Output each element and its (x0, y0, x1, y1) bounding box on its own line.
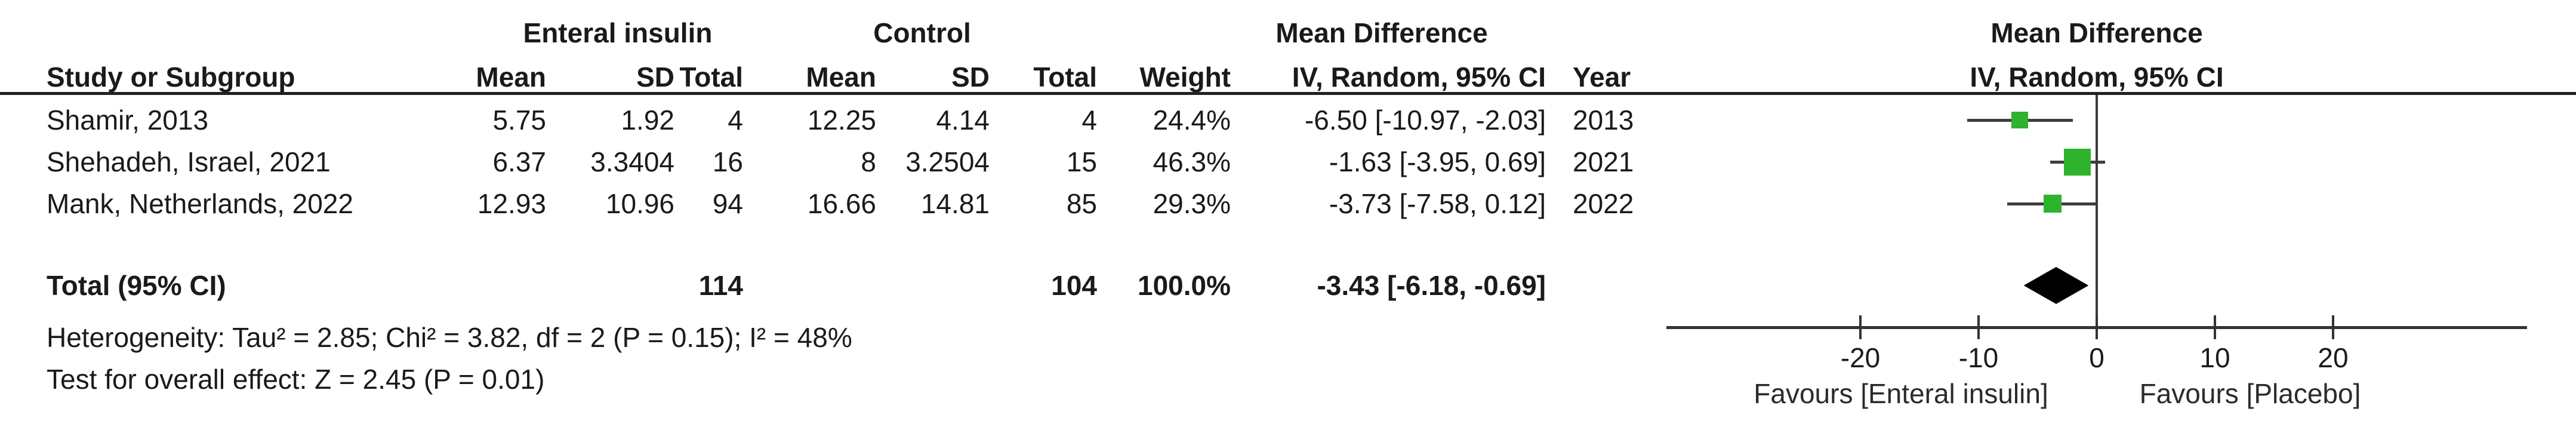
md-ci-value: -6.50 [-10.97, -2.03] (1304, 105, 1546, 136)
axis-tick (2096, 315, 2098, 339)
md-column-header: Mean Difference (1275, 17, 1488, 48)
total-n-treatment: 114 (698, 270, 743, 301)
total-n-control: 104 (1051, 270, 1097, 301)
study-name: Mank, Netherlands, 2022 (47, 188, 353, 219)
plot-header: Mean Difference (1990, 17, 2203, 48)
total-value: 4 (1081, 105, 1097, 136)
sd-value: 3.2504 (905, 146, 990, 177)
year-value: 2013 (1573, 105, 1634, 136)
axis-tick-label: 20 (2318, 342, 2349, 373)
mean-value: 12.93 (477, 188, 546, 219)
total-value: 16 (712, 146, 743, 177)
zero-reference-line (2096, 95, 2098, 326)
study-name: Shamir, 2013 (47, 105, 209, 136)
total-value: 15 (1066, 146, 1097, 177)
axis-tick (1977, 315, 1980, 339)
mean-value: 16.66 (807, 188, 876, 219)
favours-right-label: Favours [Placebo] (2139, 378, 2361, 409)
total-weight: 100.0% (1137, 270, 1231, 301)
axis-tick-label: 0 (2089, 342, 2104, 373)
total-value: 94 (712, 188, 743, 219)
md-ci-value: -3.73 [-7.58, 0.12] (1329, 188, 1546, 219)
group2-mean-header: Mean (806, 62, 876, 93)
axis-tick (2332, 315, 2334, 339)
group2-total-header: Total (1033, 62, 1097, 93)
sd-value: 10.96 (605, 188, 674, 219)
md-ci-column-header: IV, Random, 95% CI (1292, 62, 1546, 93)
total-row-label: Total (95% CI) (47, 270, 226, 301)
mean-value: 12.25 (807, 105, 876, 136)
favours-left-label: Favours [Enteral insulin] (1754, 378, 2048, 409)
group1-total-header: Total (679, 62, 743, 93)
axis-tick-label: -20 (1840, 342, 1881, 373)
plot-subheader: IV, Random, 95% CI (1970, 62, 2224, 93)
total-effect-diamond (2023, 267, 2089, 304)
year-value: 2022 (1573, 188, 1634, 219)
sd-value: 1.92 (621, 105, 674, 136)
md-ci-value: -1.63 [-3.95, 0.69] (1329, 146, 1546, 177)
group2-sd-header: SD (951, 62, 990, 93)
axis-tick-label: 10 (2199, 342, 2230, 373)
effect-size-square (2044, 195, 2062, 213)
axis-tick (1859, 315, 1862, 339)
heterogeneity-note: Heterogeneity: Tau² = 2.85; Chi² = 3.82,… (47, 322, 852, 353)
study-column-header: Study or Subgroup (47, 62, 295, 93)
group1-sd-header: SD (636, 62, 674, 93)
overall-effect-note: Test for overall effect: Z = 2.45 (P = 0… (47, 364, 545, 395)
sd-value: 4.14 (936, 105, 990, 136)
group1-mean-header: Mean (476, 62, 546, 93)
mean-value: 5.75 (492, 105, 546, 136)
total-value: 4 (728, 105, 743, 136)
year-value: 2021 (1573, 146, 1634, 177)
mean-value: 6.37 (492, 146, 546, 177)
weight-value: 46.3% (1153, 146, 1231, 177)
total-md-ci: -3.43 [-6.18, -0.69] (1317, 270, 1546, 301)
mean-value: 8 (861, 146, 876, 177)
axis-tick (2214, 315, 2216, 339)
effect-size-square (2011, 112, 2029, 128)
header-divider (0, 92, 2576, 95)
effect-size-square (2064, 148, 2091, 176)
weight-value: 24.4% (1153, 105, 1231, 136)
group2-header: Control (873, 17, 971, 48)
study-name: Shehadeh, Israel, 2021 (47, 146, 331, 177)
weight-column-header: Weight (1139, 62, 1231, 93)
sd-value: 3.3404 (590, 146, 674, 177)
axis-tick-label: -10 (1958, 342, 1999, 373)
total-value: 85 (1066, 188, 1097, 219)
weight-value: 29.3% (1153, 188, 1231, 219)
group1-header: Enteral insulin (523, 17, 713, 48)
sd-value: 14.81 (920, 188, 990, 219)
year-column-header: Year (1573, 62, 1631, 93)
